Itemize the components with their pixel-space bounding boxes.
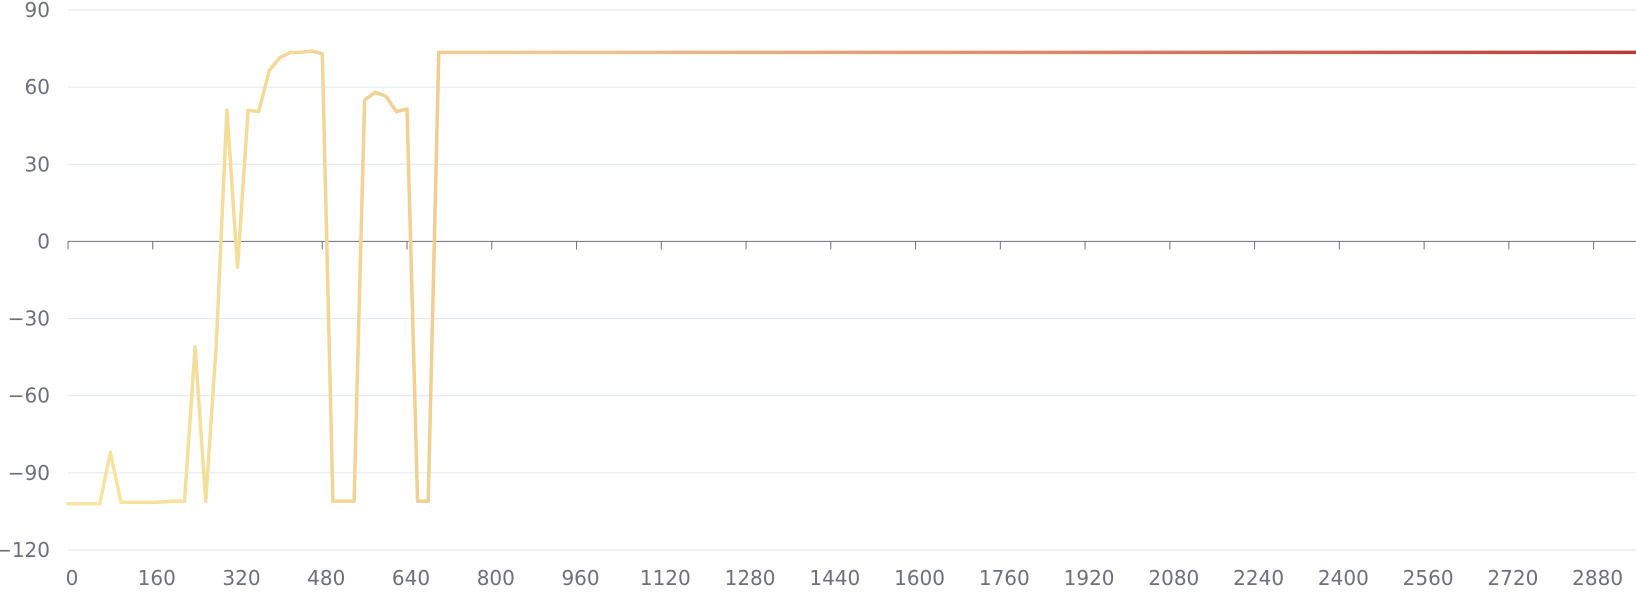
y-tick-label: −90 bbox=[8, 461, 50, 485]
x-tick-label: 1600 bbox=[894, 566, 945, 590]
y-tick-label: −120 bbox=[0, 538, 50, 562]
x-tick-label: 320 bbox=[222, 566, 260, 590]
y-tick-label: 30 bbox=[25, 152, 50, 176]
y-tick-label: 0 bbox=[37, 229, 50, 253]
grid-lines bbox=[68, 9, 1636, 551]
x-axis: 0 160 320 480 640 800 960 1120 1280 1440 1600 1760 1… bbox=[66, 240, 1636, 590]
x-tick-label: 1440 bbox=[809, 566, 860, 590]
x-tick-label: 2880 bbox=[1572, 566, 1623, 590]
series-line bbox=[66, 49, 1636, 506]
y-tick-label: −30 bbox=[8, 307, 50, 331]
x-tick-label: 0 bbox=[66, 566, 79, 590]
x-tick-label: 2720 bbox=[1487, 566, 1538, 590]
y-tick-label: 60 bbox=[25, 75, 50, 99]
x-tick-label: 640 bbox=[392, 566, 430, 590]
x-tick-label: 160 bbox=[138, 566, 176, 590]
series-layer bbox=[66, 49, 1636, 506]
y-axis-labels: −120 −90 −60 −30 0 30 60 90 bbox=[0, 0, 50, 562]
x-tick-label: 800 bbox=[477, 566, 515, 590]
y-tick-label: 90 bbox=[25, 0, 50, 22]
y-tick-label: −60 bbox=[8, 384, 50, 408]
x-tick-label: 1760 bbox=[979, 566, 1030, 590]
x-tick-label: 2560 bbox=[1403, 566, 1454, 590]
x-tick-label: 2080 bbox=[1148, 566, 1199, 590]
x-tick-label: 2400 bbox=[1318, 566, 1369, 590]
x-tick-label: 480 bbox=[307, 566, 345, 590]
x-tick-label: 2240 bbox=[1233, 566, 1284, 590]
x-tick-label: 960 bbox=[561, 566, 599, 590]
x-tick-label: 1120 bbox=[640, 566, 691, 590]
x-tick-label: 1280 bbox=[725, 566, 776, 590]
x-tick-label: 1920 bbox=[1064, 566, 1115, 590]
